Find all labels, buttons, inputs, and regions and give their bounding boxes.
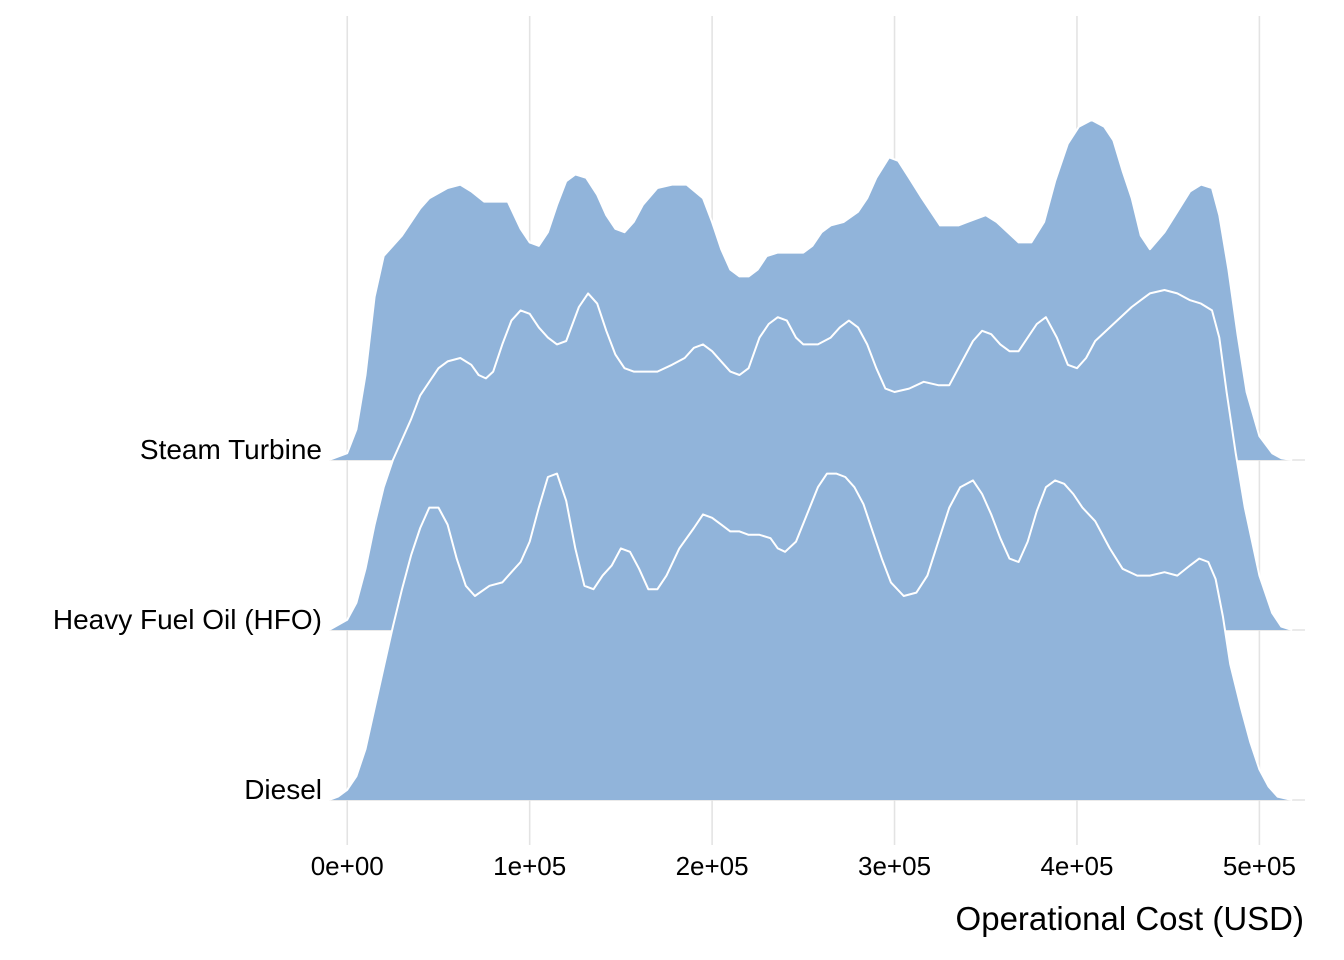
category-labels: Steam Turbine Heavy Fuel Oil (HFO) Diesel xyxy=(53,434,322,805)
x-tick-labels: 0e+00 1e+05 2e+05 3e+05 4e+05 5e+05 xyxy=(311,851,1296,881)
x-tick-label-2: 2e+05 xyxy=(676,851,749,881)
x-tick-label-0: 0e+00 xyxy=(311,851,384,881)
ridge-area-diesel xyxy=(329,473,1293,800)
x-axis-title: Operational Cost (USD) xyxy=(956,900,1304,937)
density-ridges xyxy=(328,119,1305,801)
x-tick-label-4: 4e+05 xyxy=(1040,851,1113,881)
category-label-0: Steam Turbine xyxy=(140,434,322,465)
category-label-1: Heavy Fuel Oil (HFO) xyxy=(53,604,322,635)
category-label-2: Diesel xyxy=(244,774,322,805)
ridge-outline-1 xyxy=(328,289,1293,631)
x-tick-label-3: 3e+05 xyxy=(858,851,931,881)
ridge-outline-0 xyxy=(328,119,1293,461)
x-tick-label-1: 1e+05 xyxy=(493,851,566,881)
ridge-outline-2 xyxy=(328,472,1293,801)
x-tick-label-5: 5e+05 xyxy=(1223,851,1296,881)
